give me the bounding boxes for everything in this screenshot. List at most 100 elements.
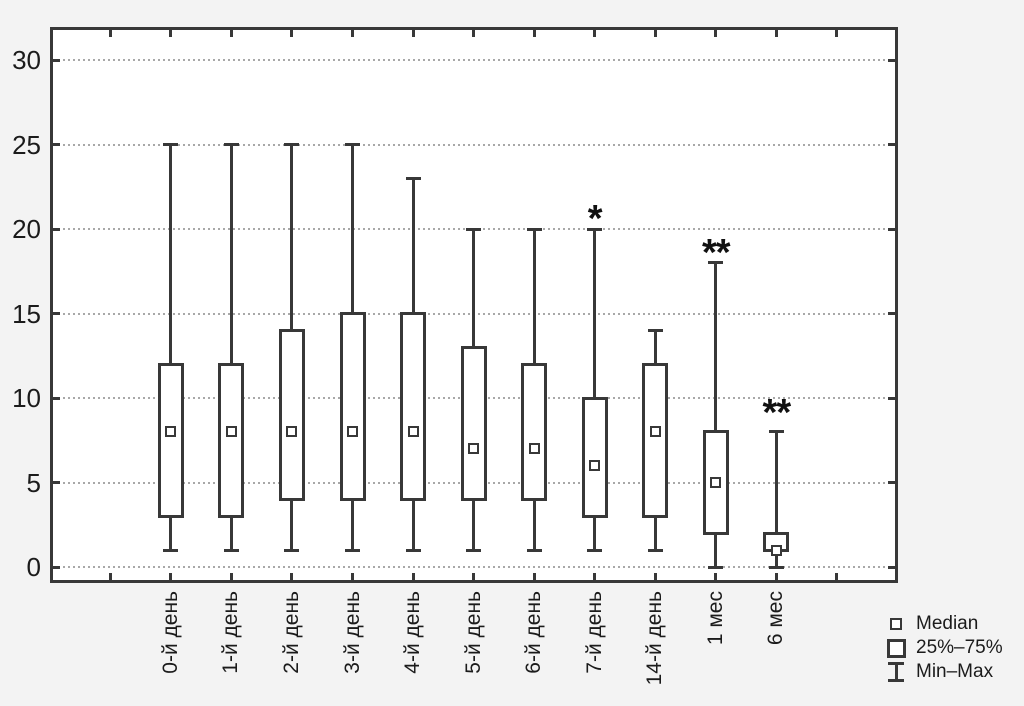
box-25-75 [218, 362, 245, 518]
whisker-line [229, 144, 233, 551]
y-tick-right [888, 565, 895, 569]
median-marker [225, 426, 237, 438]
x-tick-top [714, 30, 718, 37]
whisker-line [169, 144, 173, 551]
x-tick-bottom [411, 573, 415, 580]
box-25-75 [400, 312, 427, 501]
significance-asterisk: ** [702, 231, 731, 274]
legend: Median 25%–75% Min–Max [884, 612, 1003, 684]
box-25-75 [521, 362, 548, 501]
x-tick-top [351, 30, 354, 37]
whisker-cap-min [526, 548, 542, 552]
whisker-cap-min [647, 548, 663, 552]
whisker-cap-min [345, 548, 360, 552]
x-tick-bottom [108, 573, 112, 580]
median-marker [468, 443, 480, 455]
x-tick-bottom [532, 573, 536, 580]
median-marker [528, 443, 540, 455]
x-tick-bottom [351, 573, 354, 580]
median-marker [710, 477, 722, 488]
gridline-y-30 [53, 59, 895, 61]
x-tick-top [472, 30, 476, 37]
legend-row-median: Median [884, 612, 1003, 636]
box-25-75 [339, 312, 366, 501]
y-axis-tick-label: 30 [12, 45, 41, 75]
whisker-cap-min [284, 548, 300, 552]
x-tick-bottom [653, 573, 657, 580]
x-tick-bottom [169, 573, 173, 580]
y-tick-left [53, 565, 60, 569]
x-tick-top [835, 30, 839, 37]
whisker-cap-max [768, 430, 784, 434]
box-25-75 [581, 396, 608, 518]
whisker-cap-max [708, 261, 724, 265]
x-axis-category-label: 3-й день [340, 591, 364, 674]
whisker-cap-max [163, 143, 179, 146]
x-tick-bottom [229, 573, 233, 580]
y-tick-right [888, 58, 895, 62]
y-tick-left [53, 312, 60, 315]
whisker-cap-max [466, 227, 482, 231]
median-marker [407, 426, 419, 438]
y-axis-tick-label: 0 [26, 552, 41, 582]
y-tick-left [53, 143, 60, 146]
median-marker [589, 460, 601, 472]
y-axis-tick-label: 20 [12, 214, 41, 244]
x-tick-bottom [593, 573, 597, 580]
y-axis-tick-label: 5 [26, 467, 41, 498]
median-square-icon [884, 618, 908, 630]
x-axis-category-label: 14-й день [643, 591, 667, 686]
whisker-cap-max [405, 176, 421, 180]
box-25-75 [278, 328, 305, 501]
x-tick-bottom [774, 573, 778, 580]
legend-row-25-75: 25%–75% [884, 636, 1003, 660]
whisker-cap-min [405, 548, 421, 552]
legend-label-25-75: 25%–75% [916, 637, 1003, 658]
whisker-cap-max [284, 143, 300, 146]
median-marker [649, 426, 661, 438]
x-tick-bottom [714, 573, 718, 580]
x-tick-top [532, 30, 536, 37]
box-25-75 [460, 345, 487, 501]
x-axis-category-label: 6-й день [522, 591, 546, 674]
whisker-line [714, 262, 718, 567]
x-tick-top [774, 30, 778, 37]
y-tick-right [888, 227, 895, 231]
median-marker [286, 426, 298, 438]
x-tick-top [290, 30, 294, 37]
x-tick-top [229, 30, 233, 37]
legend-row-min-max: Min–Max [884, 660, 1003, 684]
legend-label-median: Median [916, 613, 979, 634]
significance-asterisk: * [587, 198, 603, 241]
whisker-cap-max [345, 143, 360, 146]
y-tick-right [888, 481, 895, 484]
median-marker [165, 426, 177, 438]
y-tick-right [888, 396, 895, 400]
significance-asterisk: ** [762, 392, 792, 435]
whisker-cap-min [466, 548, 482, 552]
y-tick-left [53, 58, 60, 62]
whisker-cap-max [647, 328, 663, 332]
y-tick-left [53, 396, 60, 400]
whisker-line [774, 431, 778, 567]
box-25-75 [642, 362, 669, 518]
whisker-cap-max [587, 227, 603, 231]
x-tick-top [593, 30, 597, 37]
y-axis-tick-label: 15 [12, 298, 41, 329]
x-axis-category-label: 2-й день [279, 591, 303, 674]
whisker-cap-min [223, 548, 239, 552]
gridline-y-0 [53, 566, 895, 568]
whisker-cap-min [708, 565, 724, 569]
x-axis-category-label: 1 мес [703, 591, 727, 646]
x-tick-top [108, 30, 112, 37]
box-25-75-icon [884, 638, 908, 658]
whisker-icon [884, 662, 908, 682]
whisker-cap-min [768, 565, 784, 569]
y-axis-tick-label: 25 [12, 129, 41, 160]
x-axis-category-label: 0-й день [158, 591, 182, 674]
whisker-line [593, 229, 597, 551]
whisker-cap-min [163, 548, 179, 552]
legend-label-min-max: Min–Max [916, 661, 994, 682]
y-axis-tick-label: 10 [12, 383, 41, 413]
